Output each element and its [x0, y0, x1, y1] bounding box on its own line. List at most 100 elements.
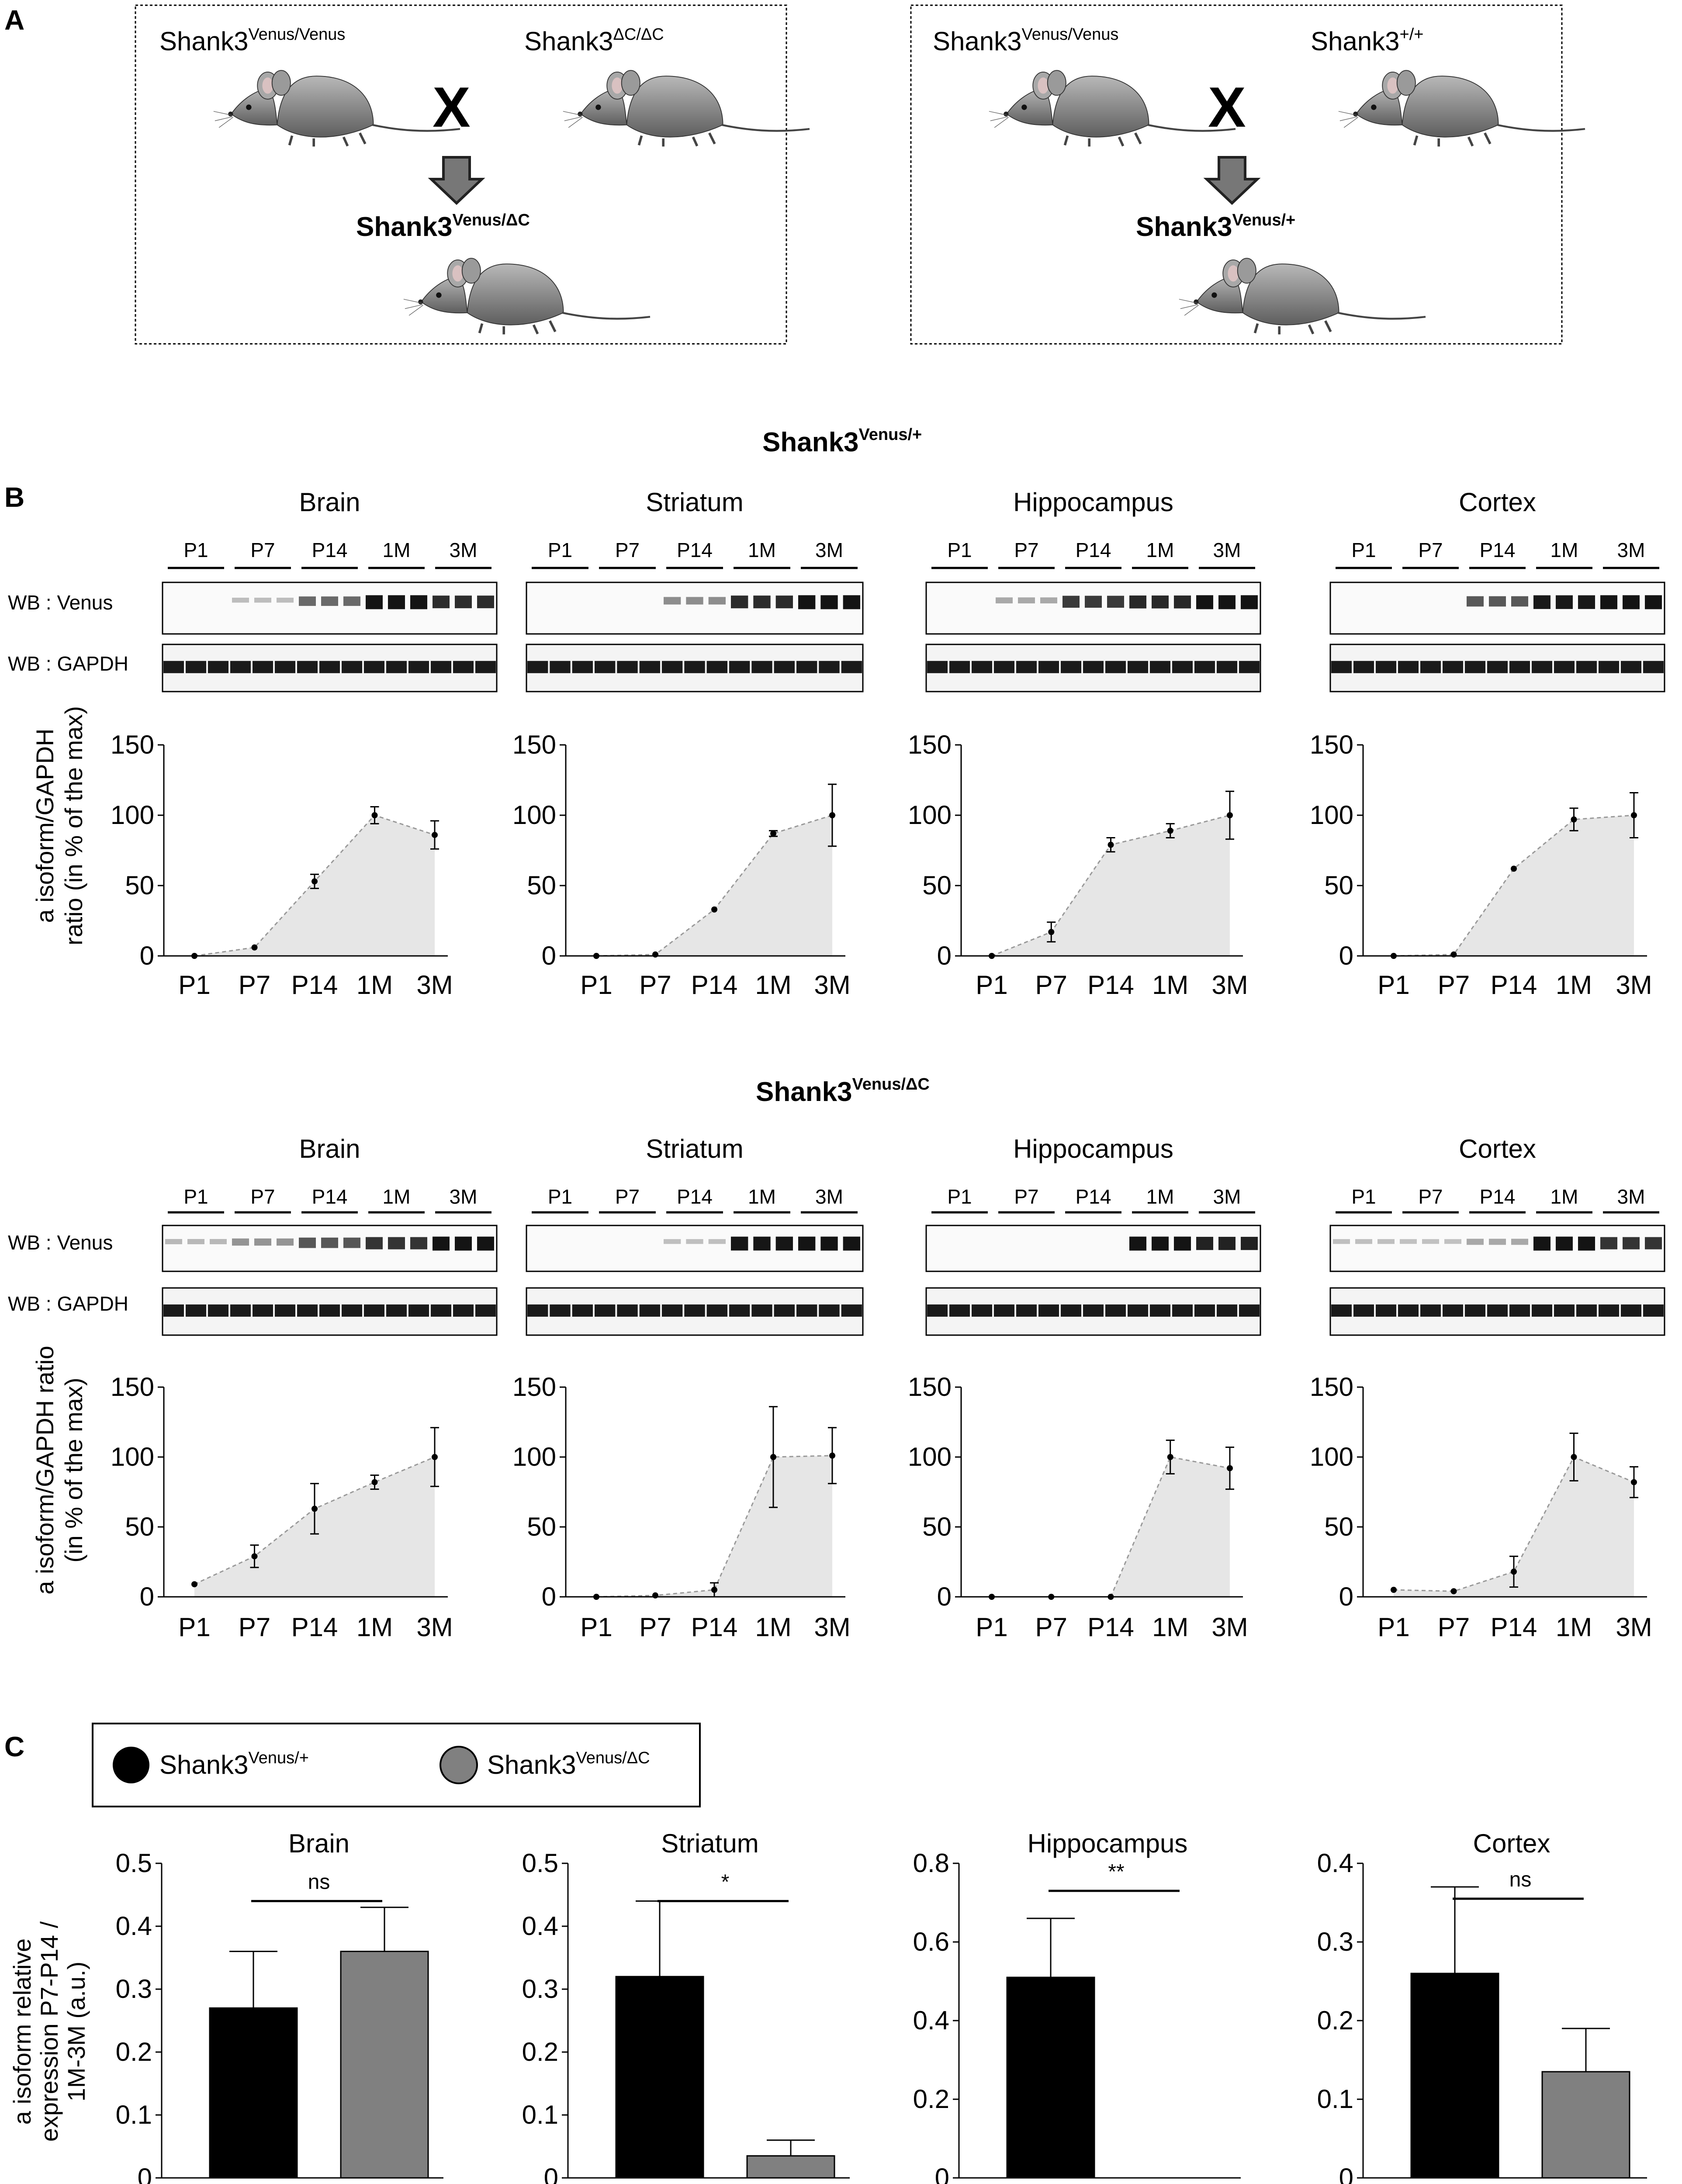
- data-point: [1107, 1594, 1114, 1600]
- x-tick-label: P14: [1491, 970, 1537, 1000]
- bar-venus-plus: [1410, 1973, 1499, 2179]
- gapdh-band: [364, 1304, 384, 1317]
- venus-band: [210, 1239, 227, 1244]
- venus-band: [1085, 595, 1102, 608]
- venus-band: [388, 1237, 405, 1249]
- gapdh-band: [751, 661, 772, 673]
- data-point: [432, 832, 438, 838]
- data-point: [1450, 951, 1457, 958]
- gapdh-band: [1621, 661, 1641, 673]
- c-ylabel: a isoform relativeexpression P7-P14 /1M-…: [8, 1921, 90, 2142]
- gapdh-band: [1643, 661, 1664, 673]
- gapdh-band: [1150, 661, 1170, 673]
- lane-label: 1M: [1146, 539, 1174, 561]
- venus-band: [686, 1239, 703, 1244]
- y-tick-label: 0.3: [116, 1974, 152, 2004]
- right-cross-symbol: X: [1208, 75, 1246, 139]
- gapdh-band: [639, 661, 660, 673]
- lane-label: P7: [615, 1185, 640, 1208]
- gapdh-band: [1643, 1304, 1664, 1317]
- chart-title: Brain: [299, 1134, 360, 1163]
- x-tick-label: P7: [239, 1613, 270, 1642]
- venus-band: [232, 598, 249, 603]
- lane-label: P14: [1480, 1185, 1516, 1208]
- lane-label: P14: [312, 539, 348, 561]
- y-tick-label: 50: [125, 871, 154, 900]
- y-tick-label: 50: [527, 1512, 556, 1541]
- lane-label: 1M: [1550, 539, 1578, 561]
- data-point: [1167, 1454, 1173, 1460]
- panel-a: Shank3Venus/Venus Shank3ΔC/ΔC X Shank3Ve…: [135, 4, 1585, 345]
- lane-label: 3M: [1617, 539, 1645, 561]
- panel-label-a: A: [4, 4, 24, 36]
- venus-band: [232, 1238, 249, 1246]
- data-point: [432, 1454, 438, 1460]
- venus-band: [277, 598, 294, 603]
- x-tick-label: P14: [291, 970, 338, 1000]
- gapdh-band: [1376, 1304, 1396, 1317]
- lane-label: 3M: [450, 539, 478, 561]
- venus-band: [1174, 595, 1191, 609]
- gapdh-band: [1038, 661, 1059, 673]
- area-fill: [1394, 815, 1634, 956]
- gapdh-band: [1398, 661, 1419, 673]
- gapdh-band: [1353, 661, 1374, 673]
- x-tick-label: P14: [1491, 1613, 1537, 1642]
- venus-band: [1556, 595, 1573, 609]
- gapdh-band: [927, 661, 948, 673]
- x-tick-label: P14: [691, 1613, 738, 1642]
- chart-title: Hippocampus: [1028, 1829, 1188, 1858]
- x-tick-label: 1M: [356, 1613, 393, 1642]
- right-offspring-genotype: Shank3Venus/+: [1136, 211, 1295, 242]
- gapdh-band: [841, 661, 862, 673]
- area-fill: [992, 815, 1230, 956]
- lane-label: 3M: [1617, 1185, 1645, 1208]
- lane-label: P7: [250, 539, 275, 561]
- lane-label: P1: [548, 1185, 572, 1208]
- lane-label: P7: [250, 1185, 275, 1208]
- bar-venus-dc: [340, 1951, 429, 2179]
- venus-band: [1040, 597, 1057, 604]
- gapdh-band: [253, 661, 273, 673]
- gapdh-band: [819, 661, 840, 673]
- data-point: [311, 878, 318, 885]
- gapdh-band: [1621, 1304, 1641, 1317]
- mouse-icon: [1339, 70, 1585, 146]
- significance-label: ns: [308, 1870, 330, 1893]
- data-point: [1571, 1454, 1577, 1460]
- lane-label: P14: [1480, 539, 1516, 561]
- data-point: [1511, 1568, 1517, 1575]
- data-point: [1450, 1588, 1457, 1595]
- y-tick-label: 0.6: [913, 1927, 949, 1956]
- y-tick-label: 50: [1324, 1512, 1353, 1541]
- gapdh-band: [1487, 661, 1508, 673]
- data-point: [1227, 1465, 1233, 1471]
- mouse-icon: [404, 258, 650, 334]
- venus-band: [798, 595, 816, 609]
- left-parent1-genotype: Shank3Venus/Venus: [159, 25, 345, 56]
- x-tick-label: P1: [976, 1613, 1007, 1642]
- lane-label: 1M: [383, 1185, 411, 1208]
- x-tick-label: P1: [178, 1613, 210, 1642]
- venus-band: [1556, 1236, 1573, 1251]
- x-tick-label: P1: [1377, 1613, 1409, 1642]
- venus-band: [843, 595, 860, 609]
- venus-band: [299, 596, 316, 606]
- data-point: [191, 953, 197, 959]
- gapdh-band: [186, 661, 206, 673]
- venus-band: [1241, 1236, 1258, 1250]
- gapdh-band: [1465, 1304, 1485, 1317]
- gapdh-band: [774, 1304, 795, 1317]
- lane-label: P7: [1014, 539, 1038, 561]
- gapdh-band: [994, 1304, 1014, 1317]
- venus-band: [477, 1236, 494, 1251]
- lane-label: P14: [312, 1185, 348, 1208]
- legend-label-dc: Shank3Venus/ΔC: [487, 1749, 650, 1779]
- gapdh-band: [662, 1304, 683, 1317]
- y-tick-label: 0.4: [116, 1911, 152, 1941]
- y-tick-label: 100: [908, 1442, 952, 1471]
- gapdh-band: [342, 1304, 362, 1317]
- lane-label: 3M: [815, 1185, 843, 1208]
- legend: Shank3Venus/+ Shank3Venus/ΔC: [92, 1723, 701, 1807]
- x-tick-label: 1M: [1152, 970, 1188, 1000]
